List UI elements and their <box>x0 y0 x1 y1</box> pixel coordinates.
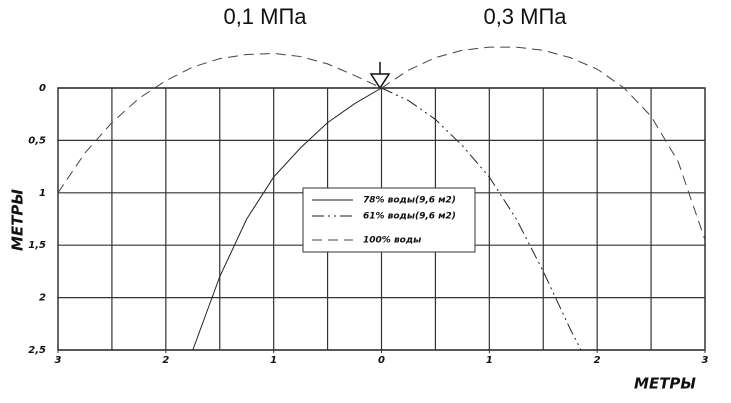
legend-label: 61% воды(9,6 м2) <box>363 212 456 222</box>
y-tick-label: 0,5 <box>28 135 46 146</box>
y-tick-label: 2,5 <box>28 345 46 356</box>
line <box>57 46 706 241</box>
x-tick-label: 3 <box>55 355 62 366</box>
legend-label: 78% воды(9,6 м2) <box>363 196 456 206</box>
x-tick-label: 3 <box>702 355 709 366</box>
y-tick-label: 1 <box>39 188 46 199</box>
x-tick-label: 1 <box>270 355 277 366</box>
x-tick-label: 1 <box>486 355 493 366</box>
annotation: 0,3 МПа <box>483 4 567 29</box>
x-axis-label: МЕТРЫ <box>634 375 696 393</box>
legend-label: 100% воды <box>363 236 421 246</box>
y-axis-label: МЕТРЫ <box>9 189 27 251</box>
y-tick-label: 2 <box>39 293 46 304</box>
legend-box <box>302 187 476 253</box>
level-marker <box>369 73 391 90</box>
x-tick-label: 2 <box>594 355 601 366</box>
line <box>192 87 382 351</box>
x-tick-label: 0 <box>378 355 385 366</box>
annotation: 0,1 МПа <box>223 4 307 29</box>
line <box>381 87 582 351</box>
x-tick-label: 2 <box>162 355 169 366</box>
y-tick-label: 1,5 <box>28 240 46 251</box>
y-tick-label: 0 <box>39 83 46 94</box>
